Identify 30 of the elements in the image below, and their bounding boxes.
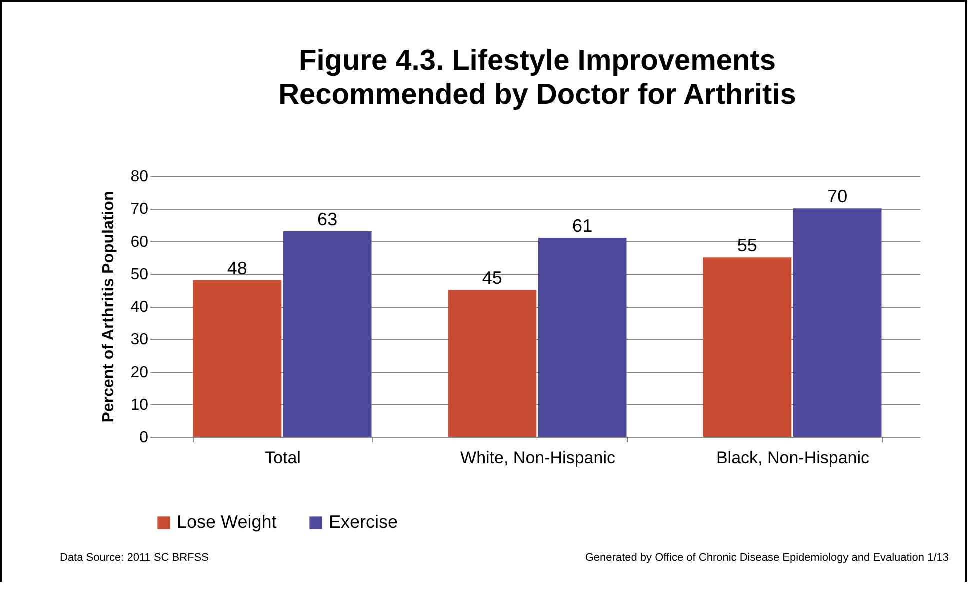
y-tick-label: 50 <box>130 266 149 284</box>
y-axis-title: Percent of Arthritis Population <box>100 191 118 423</box>
y-tick-label: 70 <box>130 201 149 218</box>
bar <box>538 238 627 437</box>
data-label: 63 <box>318 209 338 230</box>
x-tick-label: Total <box>265 448 301 468</box>
data-label: 48 <box>227 258 248 278</box>
bar <box>448 290 537 437</box>
bar <box>793 208 882 437</box>
y-tick-label: 40 <box>130 299 149 316</box>
text: Generated by Office of Chronic Disease Epidemiology and Evaluation 1/13 <box>585 552 949 564</box>
y-tick-label: 80 <box>130 168 149 186</box>
chart-title: Figure 4.3. Lifestyle Improvements Recommended by Doctor for Arthritis <box>278 45 796 111</box>
data-label: 45 <box>482 268 502 288</box>
data-label: 61 <box>572 216 593 236</box>
data-label: 55 <box>737 236 758 256</box>
y-tick-label: 10 <box>130 396 149 414</box>
bar <box>703 258 792 437</box>
x-tick-label: Black, Non-Hispanic <box>716 448 870 468</box>
y-tick-label: 0 <box>140 430 149 446</box>
bar <box>283 231 372 437</box>
bar <box>193 280 282 437</box>
source-note: Data Source: 2011 SC BRFSS <box>60 552 209 564</box>
legend-label: Exercise <box>329 512 398 532</box>
y-tick-label: 60 <box>130 234 149 251</box>
y-tick-label: 30 <box>130 332 149 349</box>
x-tick-label: White, Non-Hispanic <box>460 448 616 468</box>
y-tick-label: 20 <box>130 364 149 382</box>
legend-label: Lose Weight <box>177 512 277 532</box>
data-label: 70 <box>828 186 848 207</box>
